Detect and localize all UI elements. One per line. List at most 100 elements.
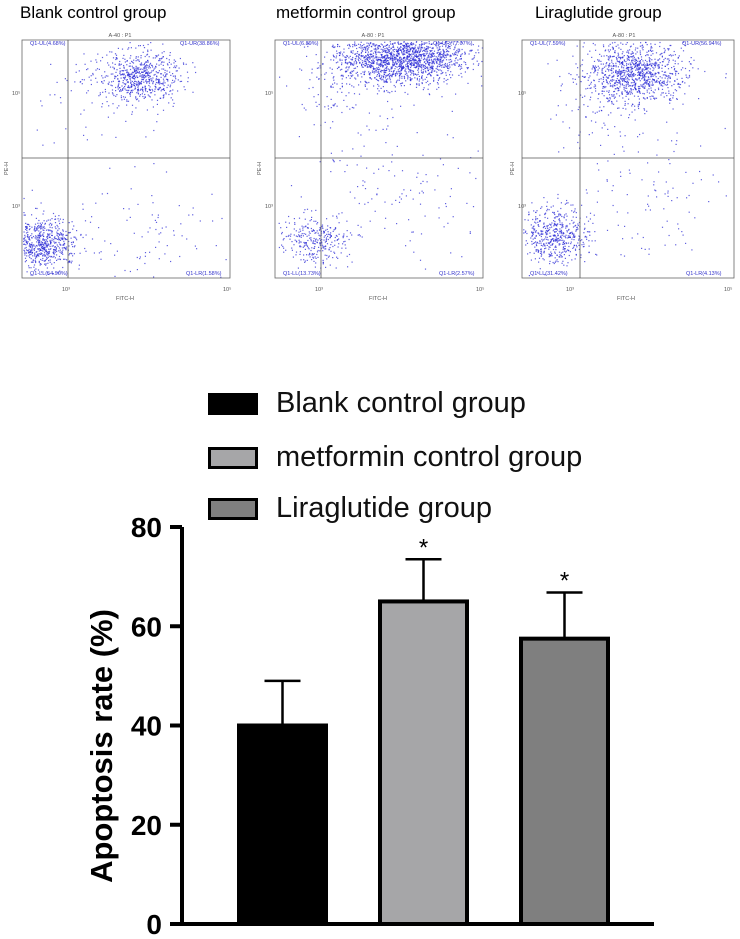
event-dot bbox=[554, 231, 556, 233]
event-dot bbox=[120, 74, 122, 76]
event-dot bbox=[386, 81, 388, 83]
event-dot bbox=[555, 249, 557, 251]
event-dot bbox=[124, 269, 126, 272]
event-dot bbox=[132, 89, 134, 91]
event-dot bbox=[124, 84, 126, 86]
event-dot bbox=[398, 70, 400, 73]
event-dot bbox=[472, 68, 474, 71]
event-dot bbox=[380, 60, 382, 62]
event-dot bbox=[316, 251, 319, 253]
event-dot bbox=[45, 238, 47, 241]
event-dot bbox=[98, 227, 100, 229]
event-dot bbox=[588, 231, 590, 233]
event-dot bbox=[350, 63, 352, 65]
event-dot bbox=[431, 56, 433, 58]
event-dot bbox=[632, 84, 634, 87]
event-dot bbox=[624, 90, 626, 92]
event-dot bbox=[139, 75, 141, 77]
event-dot bbox=[430, 57, 432, 59]
event-dot bbox=[161, 83, 163, 85]
event-dot bbox=[146, 61, 148, 63]
event-dot bbox=[377, 45, 379, 47]
event-dot bbox=[377, 48, 379, 50]
event-dot bbox=[389, 49, 391, 51]
event-dot bbox=[410, 42, 412, 44]
event-dot bbox=[606, 180, 608, 182]
event-dot bbox=[597, 98, 599, 100]
event-dot bbox=[332, 257, 334, 259]
event-dot bbox=[530, 237, 532, 239]
event-dot bbox=[385, 72, 387, 74]
event-dot bbox=[31, 248, 33, 250]
event-dot bbox=[38, 235, 40, 237]
event-dot bbox=[650, 87, 652, 89]
event-dot bbox=[123, 98, 125, 100]
event-dot bbox=[669, 163, 671, 165]
event-dot bbox=[150, 42, 152, 44]
event-dot bbox=[546, 244, 548, 246]
event-dot bbox=[419, 203, 422, 205]
event-dot bbox=[40, 224, 42, 226]
event-dot bbox=[642, 92, 644, 95]
event-dot bbox=[589, 218, 591, 220]
event-dot bbox=[648, 50, 650, 52]
event-dot bbox=[127, 86, 129, 88]
event-dot bbox=[616, 73, 618, 75]
event-dot bbox=[547, 227, 549, 229]
event-dot bbox=[426, 181, 428, 183]
event-dot bbox=[603, 90, 605, 92]
event-dot bbox=[131, 65, 133, 67]
event-dot bbox=[364, 65, 366, 67]
event-dot bbox=[654, 97, 656, 99]
event-dot bbox=[554, 231, 556, 233]
event-dot bbox=[609, 65, 611, 67]
event-dot bbox=[575, 216, 577, 218]
event-dot bbox=[317, 239, 319, 241]
event-dot bbox=[129, 62, 131, 64]
event-dot bbox=[402, 61, 404, 64]
event-dot bbox=[343, 241, 345, 243]
event-dot bbox=[549, 246, 551, 248]
event-dot bbox=[399, 48, 401, 50]
event-dot bbox=[324, 106, 326, 108]
event-dot bbox=[50, 248, 52, 250]
event-dot bbox=[628, 57, 630, 59]
event-dot bbox=[302, 229, 304, 231]
event-dot bbox=[346, 83, 348, 85]
event-dot bbox=[666, 220, 668, 222]
event-dot bbox=[397, 61, 399, 63]
event-dot bbox=[113, 68, 115, 70]
event-dot bbox=[461, 76, 463, 78]
event-dot bbox=[594, 65, 596, 67]
event-dot bbox=[30, 249, 32, 251]
event-dot bbox=[438, 86, 440, 89]
event-dot bbox=[346, 55, 348, 57]
event-dot bbox=[345, 57, 347, 59]
event-dot bbox=[573, 211, 575, 213]
event-dot bbox=[623, 84, 625, 87]
event-dot bbox=[447, 47, 449, 49]
event-dot bbox=[558, 230, 560, 232]
event-dot bbox=[431, 67, 433, 69]
event-dot bbox=[368, 71, 370, 73]
event-dot bbox=[647, 78, 649, 80]
event-dot bbox=[543, 239, 545, 241]
event-dot bbox=[668, 75, 670, 77]
event-dot bbox=[621, 83, 623, 85]
event-dot bbox=[374, 57, 376, 59]
event-dot bbox=[154, 57, 156, 59]
event-dot bbox=[66, 234, 68, 236]
event-dot bbox=[168, 102, 170, 104]
event-dot bbox=[360, 155, 362, 157]
event-dot bbox=[531, 227, 533, 229]
event-dot bbox=[133, 74, 136, 76]
event-dot bbox=[409, 49, 411, 51]
event-dot bbox=[322, 246, 324, 248]
event-dot bbox=[111, 92, 114, 94]
event-dot bbox=[670, 54, 672, 56]
event-dot bbox=[645, 209, 647, 211]
event-dot bbox=[576, 229, 578, 231]
event-dot bbox=[332, 46, 334, 48]
event-dot bbox=[323, 239, 325, 241]
event-dot bbox=[612, 204, 614, 207]
